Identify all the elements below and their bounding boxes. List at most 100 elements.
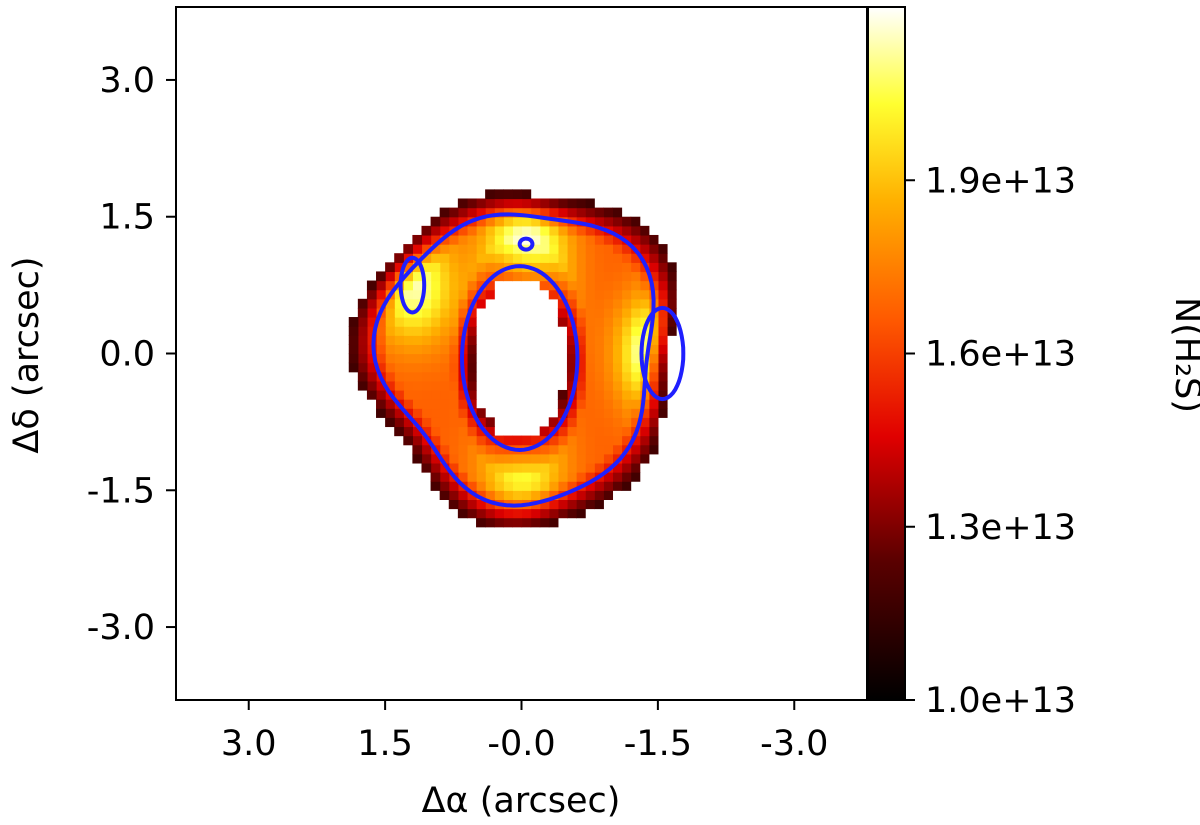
heatmap-cell xyxy=(421,353,432,364)
heatmap-cell xyxy=(403,344,413,355)
heatmap-cell xyxy=(603,371,614,382)
heatmap-cell xyxy=(485,280,495,291)
heatmap-cell xyxy=(430,417,441,428)
heatmap-cell xyxy=(566,417,577,428)
heatmap-cell xyxy=(412,426,423,437)
heatmap-cell xyxy=(448,389,459,400)
heatmap-cell xyxy=(430,380,441,391)
heatmap-cell xyxy=(457,244,468,254)
heatmap-cell xyxy=(585,380,595,391)
heatmap-cell xyxy=(439,253,450,263)
heatmap-cell xyxy=(639,444,650,455)
heatmap-cell xyxy=(439,326,450,336)
heatmap-cell xyxy=(594,362,604,373)
heatmap-cell xyxy=(594,490,604,500)
heatmap-cell xyxy=(476,444,486,455)
x-axis-label: Δα (arcsec) xyxy=(422,781,621,821)
heatmap-cell xyxy=(448,371,459,382)
heatmap-cell xyxy=(603,317,614,327)
heatmap-cell xyxy=(448,399,459,409)
heatmap-cell xyxy=(421,262,432,273)
heatmap-cell xyxy=(630,380,641,391)
heatmap-cell xyxy=(457,271,468,282)
heatmap-cell xyxy=(557,271,568,282)
heatmap-cell xyxy=(457,435,468,446)
heatmap-cell xyxy=(576,307,586,318)
heatmap-cell xyxy=(476,481,486,491)
heatmap-cell xyxy=(485,289,495,300)
heatmap-cell xyxy=(657,289,668,300)
heatmap-cell xyxy=(466,317,477,327)
heatmap-cell xyxy=(557,435,568,446)
heatmap-cell xyxy=(566,399,577,409)
heatmap-cell xyxy=(630,225,641,236)
heatmap-cell xyxy=(594,280,604,291)
heatmap-cell xyxy=(457,453,468,464)
heatmap-cell xyxy=(485,189,495,200)
heatmap-cell xyxy=(439,380,450,391)
heatmap-cell xyxy=(421,280,432,291)
y-axis: 3.0 1.5 0.0 -1.5 -3.0 xyxy=(87,61,176,648)
heatmap-cell xyxy=(548,490,559,500)
heatmap-cell xyxy=(594,389,604,400)
heatmap-cell xyxy=(439,453,450,464)
heatmap-cell xyxy=(612,380,623,391)
heatmap-cell xyxy=(657,253,668,263)
heatmap-cell xyxy=(603,244,614,254)
heatmap-cell xyxy=(594,298,604,309)
heatmap-cell xyxy=(539,225,550,236)
colorbar-tick-label: 1.0e+13 xyxy=(925,681,1076,721)
heatmap-cell xyxy=(421,417,432,428)
heatmap-cell xyxy=(385,353,395,364)
heatmap-cell xyxy=(457,307,468,318)
heatmap-cell xyxy=(466,362,477,373)
heatmap-cell xyxy=(548,508,559,519)
heatmap-cell xyxy=(366,307,377,318)
heatmap-cell xyxy=(539,253,550,263)
heatmap-cell xyxy=(557,389,568,400)
heatmap-cell xyxy=(439,444,450,455)
heatmap-cell xyxy=(576,453,586,464)
heatmap-cell xyxy=(548,517,559,528)
heatmap-cell xyxy=(621,344,632,355)
heatmap-cell xyxy=(530,462,541,473)
heatmap-cell xyxy=(503,216,514,227)
heatmap-cell xyxy=(494,435,504,446)
heatmap-cell xyxy=(594,344,604,355)
heatmap-cell xyxy=(657,371,668,382)
heatmap-cell xyxy=(566,508,577,519)
heatmap-cell xyxy=(585,289,595,300)
heatmap-cell xyxy=(412,353,423,364)
heatmap-cell xyxy=(630,289,641,300)
heatmap-cell xyxy=(557,453,568,464)
heatmap-cell xyxy=(548,225,559,236)
heatmap-cell xyxy=(466,289,477,300)
heatmap-cell xyxy=(366,317,377,327)
heatmap-cell xyxy=(612,207,623,218)
heatmap-cell xyxy=(621,317,632,327)
y-axis-label: Δδ (arcsec) xyxy=(7,256,47,453)
heatmap-cell xyxy=(512,225,523,236)
heatmap-cell xyxy=(448,362,459,373)
heatmap-cell xyxy=(585,280,595,291)
heatmap-cell xyxy=(539,216,550,227)
heatmap-cell xyxy=(457,298,468,309)
heatmap-cell xyxy=(630,408,641,418)
heatmap-cell xyxy=(585,326,595,336)
heatmap-cell xyxy=(421,344,432,355)
heatmap-cell xyxy=(639,417,650,428)
heatmap-cell xyxy=(639,317,650,327)
heatmap-cell xyxy=(394,371,404,382)
heatmap-cell xyxy=(485,271,495,282)
heatmap-cell xyxy=(576,234,586,245)
heatmap-cell xyxy=(576,271,586,282)
heatmap-cell xyxy=(448,244,459,254)
heatmap-cell xyxy=(385,417,395,428)
heatmap-cell xyxy=(394,289,404,300)
heatmap-cell xyxy=(530,198,541,209)
heatmap-cell xyxy=(366,280,377,291)
heatmap-cell xyxy=(530,253,541,263)
heatmap-cell xyxy=(566,198,577,209)
heatmap-cell xyxy=(385,399,395,409)
heatmap-cell xyxy=(585,207,595,218)
